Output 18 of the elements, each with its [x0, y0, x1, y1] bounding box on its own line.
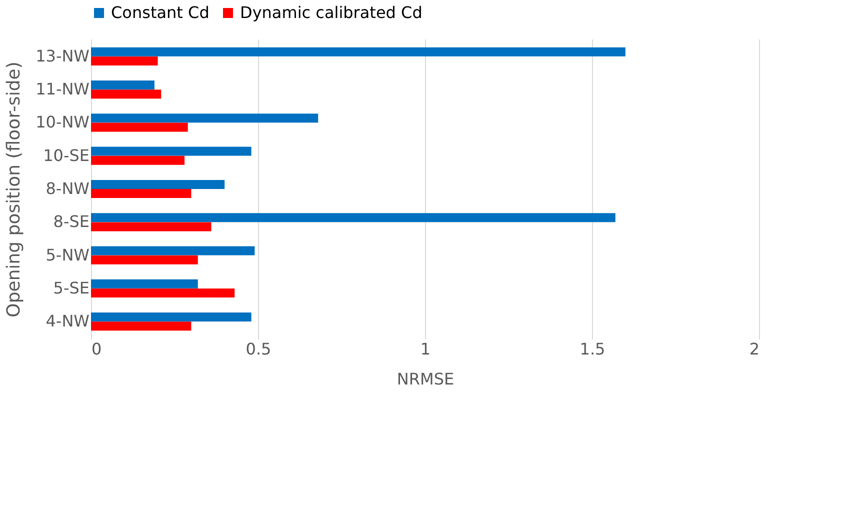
y-tick-label: 8-SE: [53, 212, 90, 232]
x-tick-label: 1.5: [580, 340, 606, 358]
x-tick-label: 0.5: [246, 340, 272, 358]
y-tick-label: 10-NW: [36, 112, 90, 132]
y-tick-label: 4-NW: [46, 312, 90, 331]
x-tick-label: 2: [749, 340, 760, 358]
y-tick-label: 13-NW: [36, 46, 90, 66]
y-axis-title: Opening position (floor-side): [4, 62, 25, 318]
y-tick-label: 8-NW: [46, 179, 90, 198]
x-axis-title: NRMSE: [396, 370, 454, 388]
y-tick-label: 11-NW: [36, 80, 90, 99]
y-tick-label: 10-SE: [43, 146, 90, 165]
x-tick-label: 1: [420, 340, 431, 358]
y-tick-label: 5-SE: [53, 278, 90, 298]
x-tick-label: 0: [92, 340, 102, 358]
legend-label: Constant Cd: [111, 3, 210, 22]
legend-label: Dynamic calibrated Cd: [240, 3, 422, 22]
y-tick-label: 5-NW: [46, 245, 90, 264]
